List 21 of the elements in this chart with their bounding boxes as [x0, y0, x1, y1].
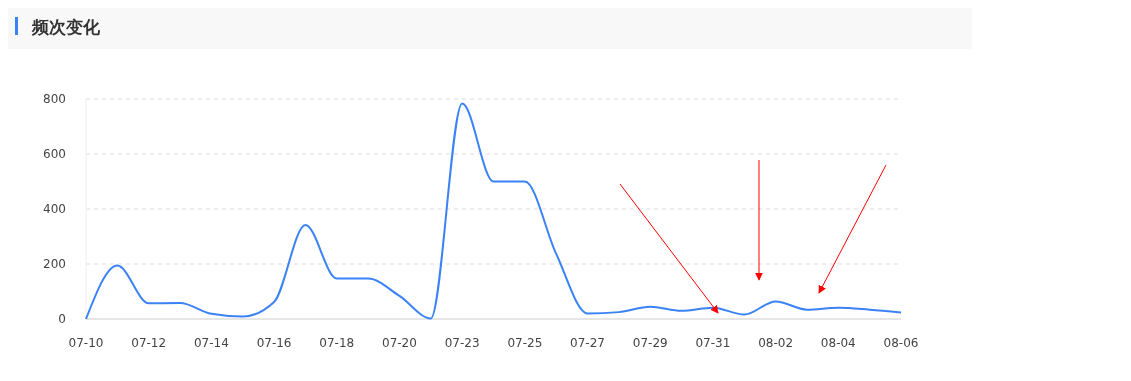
x-tick-label: 07-20 — [382, 336, 417, 350]
x-tick-label: 07-16 — [256, 336, 292, 350]
chart-title: 频次变化 — [31, 17, 101, 37]
x-tick-label: 07-18 — [319, 336, 355, 350]
x-tick-label: 07-12 — [131, 336, 167, 350]
x-tick-label: 08-02 — [758, 336, 794, 350]
x-tick-label: 07-23 — [444, 336, 480, 350]
y-tick-label: 0 — [58, 312, 66, 327]
x-tick-label: 08-04 — [820, 336, 856, 350]
line-series — [85, 102, 902, 320]
x-tick-label: 07-27 — [570, 336, 605, 350]
y-tick-label: 600 — [43, 147, 66, 162]
y-tick-label: 400 — [43, 202, 66, 217]
x-tick-label: 07-31 — [695, 336, 731, 350]
x-tick-label: 08-06 — [883, 336, 919, 350]
y-tick-label: 200 — [43, 257, 66, 272]
x-tick-label: 07-25 — [507, 336, 543, 350]
x-tick-label: 07-14 — [193, 336, 229, 350]
x-tick-label: 07-29 — [632, 336, 668, 350]
x-tick-label: 07-10 — [68, 336, 104, 350]
y-tick-label: 800 — [43, 92, 66, 107]
